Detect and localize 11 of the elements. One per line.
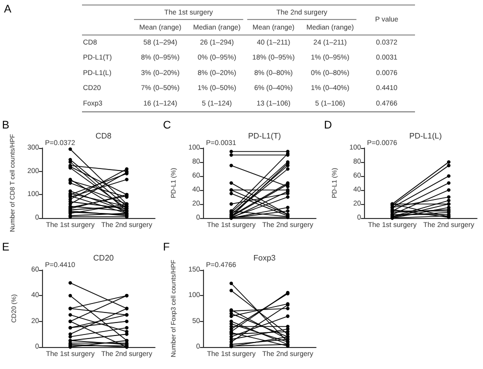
chart-title: Foxp3 <box>253 254 276 262</box>
chart-title: CD20 <box>93 254 114 262</box>
text: F <box>163 242 170 254</box>
text: C <box>163 120 171 132</box>
text: E <box>2 242 10 254</box>
text: A <box>4 4 12 16</box>
text: D <box>324 120 332 132</box>
text: B <box>2 120 10 132</box>
chart-title: PD-L1(T) <box>248 132 282 140</box>
chart-title: CD8 <box>95 132 112 140</box>
chart-title: PD-L1(L) <box>409 132 442 140</box>
